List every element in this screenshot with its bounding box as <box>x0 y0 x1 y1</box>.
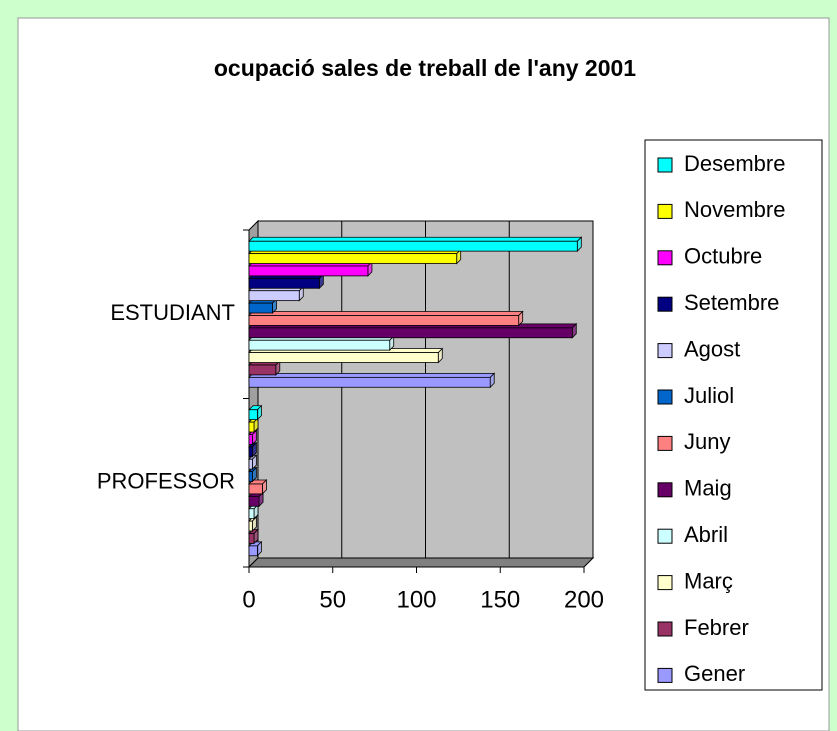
legend-swatch <box>657 575 673 591</box>
x-tick-label: 100 <box>396 586 436 613</box>
legend-label: Febrer <box>684 615 749 640</box>
bar <box>248 483 263 495</box>
legend-label: Abril <box>684 522 728 547</box>
bar <box>248 352 439 363</box>
bar <box>248 446 253 458</box>
bar <box>248 315 520 326</box>
bar <box>248 471 253 482</box>
legend-label: Juny <box>684 429 730 454</box>
bar <box>248 327 573 339</box>
bar <box>248 533 255 544</box>
bar <box>248 277 320 289</box>
x-tick-label: 200 <box>564 586 604 613</box>
bar-top <box>248 236 583 242</box>
y-tick-label: PROFESSOR <box>97 469 235 494</box>
bar <box>248 376 491 388</box>
bar-top <box>248 311 524 316</box>
legend-swatch <box>657 528 673 544</box>
legend-label: Setembre <box>684 290 779 315</box>
bar <box>248 290 300 302</box>
legend-swatch <box>657 296 673 312</box>
bar <box>248 508 255 520</box>
legend-swatch <box>657 435 673 451</box>
legend-swatch <box>657 343 673 359</box>
legend-swatch <box>657 389 673 405</box>
legend-label: Agost <box>684 336 740 361</box>
legend-label: Març <box>684 568 733 593</box>
x-tick-label: 150 <box>480 586 520 613</box>
chart-title: ocupació sales de treball de l'any 2001 <box>214 55 636 81</box>
bar-top <box>248 372 496 378</box>
bar <box>248 520 253 532</box>
legend-label: Maig <box>684 476 732 501</box>
bar <box>248 302 273 314</box>
y-tick-label: ESTUDIANT <box>110 300 235 325</box>
bar <box>248 545 258 557</box>
legend-label: Novembre <box>684 197 785 222</box>
bar <box>248 339 391 351</box>
legend-swatch <box>657 203 673 219</box>
legend-swatch <box>657 157 673 173</box>
bar <box>248 434 253 445</box>
bar <box>248 364 277 376</box>
legend-label: Gener <box>684 661 745 686</box>
legend-swatch <box>657 621 673 637</box>
floor <box>247 557 595 568</box>
legend-swatch <box>657 482 673 498</box>
bar <box>248 458 253 470</box>
legend-label: Juliol <box>684 383 734 408</box>
bar <box>248 495 260 507</box>
bar <box>248 265 369 277</box>
x-tick-label: 0 <box>242 586 255 613</box>
bar <box>248 253 458 264</box>
legend-label: Octubre <box>684 244 762 269</box>
bar <box>248 240 578 252</box>
legend-label: Desembre <box>684 151 785 176</box>
bar <box>248 421 255 433</box>
legend-swatch <box>657 250 673 266</box>
bar <box>248 409 258 421</box>
legend-swatch <box>657 667 673 683</box>
x-tick-label: 50 <box>319 586 346 613</box>
legend-box <box>644 139 823 691</box>
